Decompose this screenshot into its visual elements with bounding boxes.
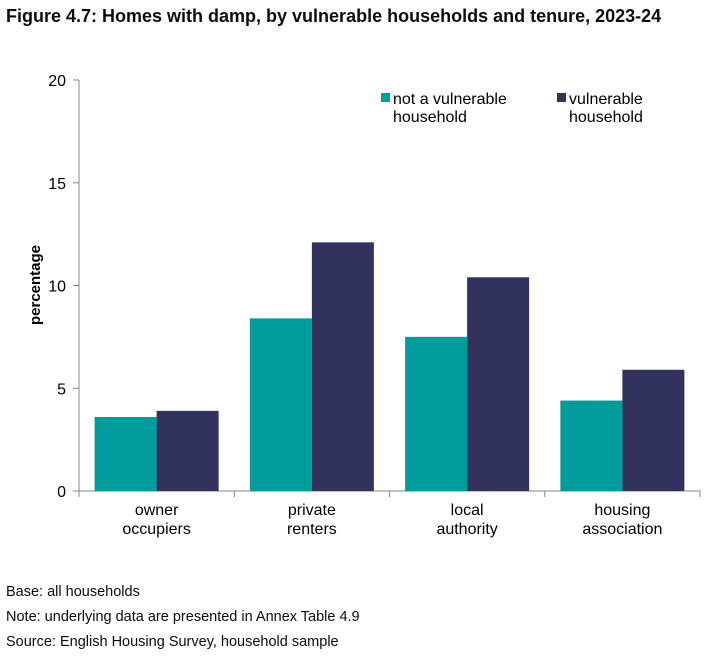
legend-label: not a vulnerable household xyxy=(393,91,507,126)
y-tick-label: 0 xyxy=(57,484,66,501)
bar xyxy=(311,242,374,491)
bar-chart: 0 5 10 15 20 owner occupiers private renters loc… xyxy=(27,73,701,538)
bar xyxy=(560,400,623,491)
bar xyxy=(467,277,530,491)
annex-note: Note: underlying data are presented in A… xyxy=(6,609,360,625)
y-tick-label: 15 xyxy=(48,176,66,193)
bar xyxy=(249,318,312,491)
y-axis: 0 5 10 15 20 xyxy=(48,73,80,501)
bar xyxy=(405,336,468,491)
bar xyxy=(94,417,157,491)
source-note: Source: English Housing Survey, househol… xyxy=(6,634,339,650)
y-tick-label: 20 xyxy=(48,73,66,90)
legend-swatch xyxy=(557,93,566,102)
base-note: Base: all households xyxy=(6,584,140,600)
y-tick-label: 5 xyxy=(57,381,66,398)
x-tick-label: housing association xyxy=(582,502,662,538)
x-tick-label: local authority xyxy=(436,502,497,538)
y-tick-label: 10 xyxy=(48,279,66,296)
legend-label: vulnerable household xyxy=(569,91,643,126)
legend: not a vulnerable household vulnerable house… xyxy=(381,91,643,126)
bar xyxy=(622,369,685,491)
y-axis-label: percentage xyxy=(27,245,44,325)
x-tick-label: private renters xyxy=(287,502,337,538)
figure-notes: Base: all households Note: underlying da… xyxy=(6,580,360,655)
x-tick-label: owner occupiers xyxy=(122,502,190,538)
bars xyxy=(94,242,685,491)
bar xyxy=(156,410,219,491)
x-axis: owner occupiers private renters local authori… xyxy=(78,490,701,538)
legend-swatch xyxy=(381,93,390,102)
figure-title: Figure 4.7: Homes with damp, by vulnerab… xyxy=(6,6,662,26)
